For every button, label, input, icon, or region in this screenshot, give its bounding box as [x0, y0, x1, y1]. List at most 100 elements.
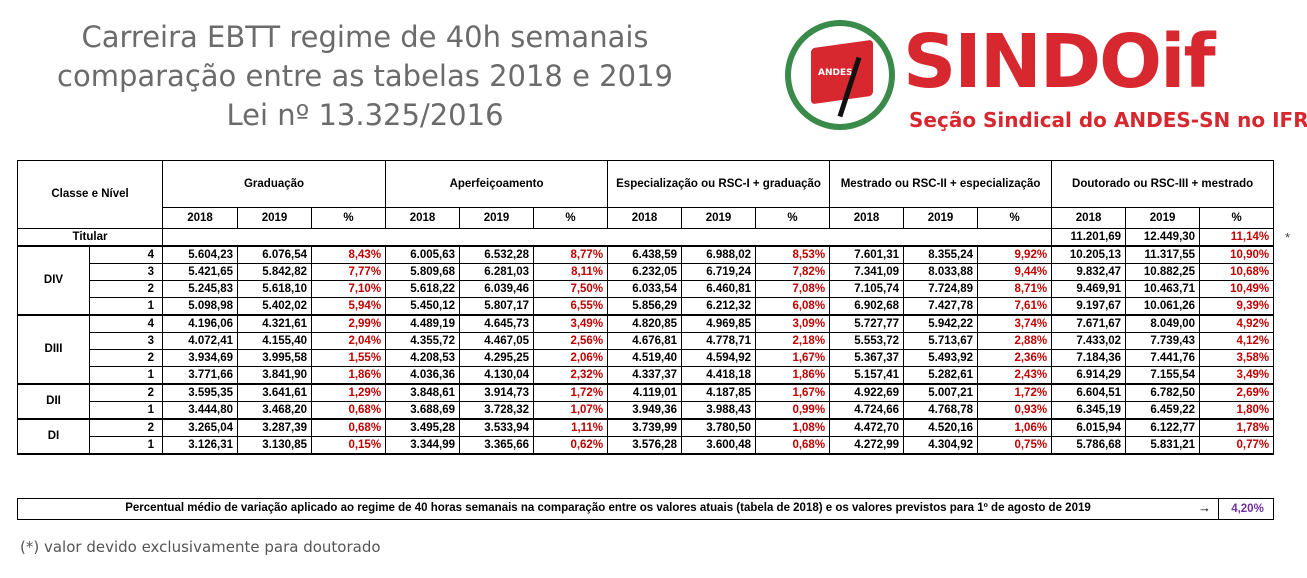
value-cell: 5.367,37: [829, 349, 905, 367]
value-cell: 4.196,06: [162, 314, 239, 333]
group-header: Mestrado ou RSC-II + especialização: [829, 160, 1053, 208]
table-row: 2 3.934,69 3.995,58 1,55% 4.208,53 4.295,25 2,…: [18, 349, 1275, 367]
value-cell: 7.671,67: [1051, 314, 1127, 333]
table-row: 1 5.098,98 5.402,02 5,94% 5.450,12 5.807,17 6,…: [18, 297, 1275, 316]
value-cell: 5.402,02: [237, 297, 313, 316]
value-cell: 4.520,16: [903, 418, 979, 437]
value-cell: 7.724,89: [903, 280, 979, 298]
subheader-row: 2018 2019% 2018 2019% 2018 2019% 2018 2019% 2018…: [18, 207, 1275, 229]
pct-cell: 1,72%: [977, 383, 1053, 402]
value-cell: 10.205,13: [1051, 245, 1127, 264]
value-cell: 3.848,61: [385, 383, 461, 402]
pct-cell: 7,77%: [311, 263, 387, 281]
pct-cell: 1,08%: [755, 418, 831, 437]
pct-cell: 0,68%: [311, 401, 387, 420]
value-cell: 7.441,76: [1125, 349, 1201, 367]
value-cell: 6.033,54: [607, 280, 683, 298]
value-cell: 5.245,83: [162, 280, 239, 298]
class-label: DIV: [17, 245, 90, 316]
group-header: Graduação: [162, 160, 387, 208]
pct-cell: 2,99%: [311, 314, 387, 333]
summary-value: 4,20%: [1218, 499, 1276, 519]
pct-cell: 8,77%: [533, 245, 609, 264]
value-cell: 3.728,32: [459, 401, 535, 420]
pct-cell: 0,15%: [311, 436, 387, 455]
pct-cell: 0,68%: [755, 436, 831, 455]
value-cell: 9.832,47: [1051, 263, 1127, 281]
value-cell: 10.061,26: [1125, 297, 1201, 316]
value-cell: 5.421,65: [162, 263, 239, 281]
value-cell: 5.007,21: [903, 383, 979, 402]
subheader-cell: %: [977, 207, 1053, 229]
pct-cell: 7,50%: [533, 280, 609, 298]
logo-subtitle: Seção Sindical do ANDES-SN no IFRS: [909, 108, 1307, 132]
value-cell: 3.771,66: [162, 366, 239, 385]
pct-cell: 7,08%: [755, 280, 831, 298]
table-row: 3 5.421,65 5.842,82 7,77% 5.809,68 6.281,03 8,…: [18, 263, 1275, 281]
pct-cell: 2,36%: [977, 349, 1053, 367]
value-cell: 4.418,18: [681, 366, 757, 385]
value-cell: 4.594,92: [681, 349, 757, 367]
value-cell: 3.265,04: [162, 418, 239, 437]
table-row: 1 3.771,66 3.841,90 1,86% 4.036,36 4.130,04 2,…: [18, 366, 1275, 385]
value-cell: 3.533,94: [459, 418, 535, 437]
subheader-cell: %: [311, 207, 387, 229]
pct-cell: 6,08%: [755, 297, 831, 316]
value-cell: 4.467,05: [459, 332, 535, 350]
value-cell: 5.553,72: [829, 332, 905, 350]
value-cell: 4.295,25: [459, 349, 535, 367]
value-cell: 5.807,17: [459, 297, 535, 316]
subheader-cell: 2019: [903, 207, 979, 229]
pct-cell: 3,09%: [755, 314, 831, 333]
pct-cell: 1,06%: [977, 418, 1053, 437]
level-label: 1: [88, 401, 164, 420]
subheader-cell: 2018: [1051, 207, 1127, 229]
pct-cell: 9,92%: [977, 245, 1053, 264]
class-label: DIII: [17, 314, 90, 385]
value-cell: 4.072,41: [162, 332, 239, 350]
value-cell: 3.495,28: [385, 418, 461, 437]
value-cell: 4.272,99: [829, 436, 905, 455]
pct-cell: 8,53%: [755, 245, 831, 264]
value-cell: 4.519,40: [607, 349, 683, 367]
table-row: 2 5.245,83 5.618,10 7,10% 5.618,22 6.039,46 7,…: [18, 280, 1275, 298]
classe-nivel-header: Classe e Nível: [16, 160, 164, 229]
pct-cell: 5,94%: [311, 297, 387, 316]
level-label: 1: [88, 366, 164, 385]
table-row: 1 3.126,31 3.130,85 0,15% 3.344,99 3.365,66 0,…: [18, 436, 1275, 455]
salary-table: Classe e Nível Graduação Aperfeiçoamento Es…: [16, 160, 1275, 455]
value-cell: 8.049,00: [1125, 314, 1201, 333]
titular-2018: 11.201,69: [1051, 228, 1127, 247]
value-cell: 9.469,91: [1051, 280, 1127, 298]
subheader-cell: 2018: [385, 207, 461, 229]
value-cell: 5.282,61: [903, 366, 979, 385]
value-cell: 3.126,31: [162, 436, 239, 455]
subheader-cell: 2018: [607, 207, 683, 229]
titular-row: Titular 11.201,69 12.449,30 11,14%: [16, 228, 1275, 247]
value-cell: 6.005,63: [385, 245, 461, 264]
pct-cell: 1,29%: [311, 383, 387, 402]
value-cell: 5.098,98: [162, 297, 239, 316]
pct-cell: 1,86%: [311, 366, 387, 385]
pct-cell: 0,93%: [977, 401, 1053, 420]
pct-cell: 2,88%: [977, 332, 1053, 350]
subheader-cell: 2019: [1125, 207, 1201, 229]
pct-cell: 10,90%: [1199, 245, 1275, 264]
value-cell: 9.197,67: [1051, 297, 1127, 316]
value-cell: 5.831,21: [1125, 436, 1201, 455]
value-cell: 4.337,37: [607, 366, 683, 385]
table-row: DIV 4 5.604,23 6.076,54 8,43% 6.005,63 6.532,2…: [17, 245, 1275, 316]
value-cell: 7.427,78: [903, 297, 979, 316]
pct-cell: 3,49%: [533, 314, 609, 333]
value-cell: 4.489,19: [385, 314, 461, 333]
level-label: 2: [88, 349, 164, 367]
pct-cell: 2,06%: [533, 349, 609, 367]
value-cell: 4.304,92: [903, 436, 979, 455]
value-cell: 4.969,85: [681, 314, 757, 333]
value-cell: 4.036,36: [385, 366, 461, 385]
pct-cell: 3,58%: [1199, 349, 1275, 367]
value-cell: 3.739,99: [607, 418, 683, 437]
subheader-cell: 2019: [681, 207, 757, 229]
subheader-cell: %: [755, 207, 831, 229]
class-label: DII: [17, 383, 90, 420]
